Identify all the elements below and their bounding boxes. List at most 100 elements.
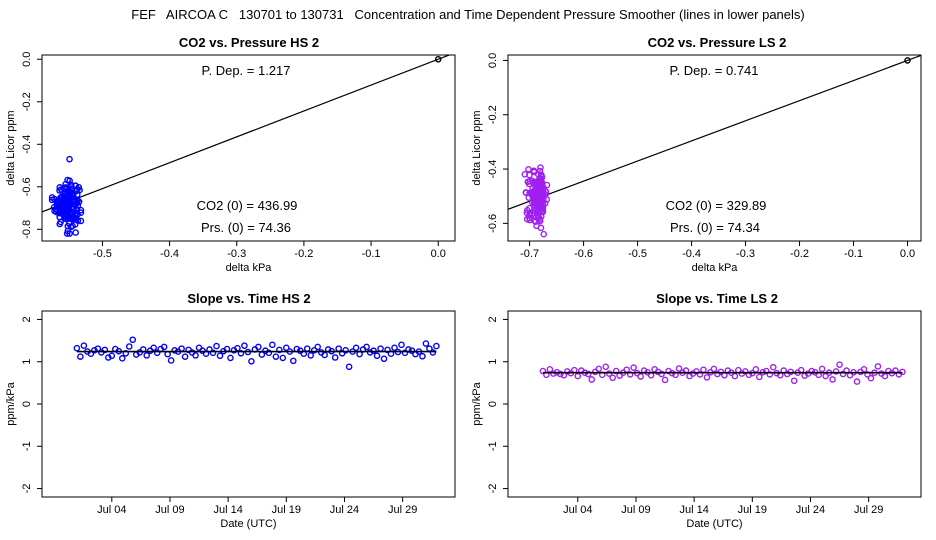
- ls_scatter-xtick-label: -0.7: [520, 248, 539, 260]
- ls_slope-point: [808, 367, 815, 375]
- ls_slope-point: [612, 367, 620, 375]
- hs_scatter-xtick-label: -0.1: [362, 248, 381, 260]
- hs_scatter-xlabel: delta kPa: [226, 262, 273, 274]
- hs_slope-point: [373, 352, 381, 360]
- hs_slope-point: [150, 344, 157, 352]
- ls_slope-point: [658, 370, 665, 378]
- hs_slope-point: [398, 341, 405, 349]
- ls_slope-point: [700, 366, 707, 374]
- hs_slope-point: [377, 345, 384, 352]
- ls_slope-xtick-label: Jul 29: [854, 504, 883, 516]
- ls_scatter-xtick-label: -0.4: [682, 248, 701, 260]
- ls_slope-point: [853, 378, 861, 385]
- ls_slope-xtick-label: Jul 19: [738, 504, 767, 516]
- hs_slope-point: [248, 358, 255, 365]
- hs-slope-panel: Slope vs. Time HS 2 Jul 04 Jul 09 Jul 14 Ju…: [5, 291, 456, 530]
- hs_slope-xtick-label: Jul 19: [272, 504, 301, 516]
- ls_slope-point: [829, 376, 836, 383]
- hs_scatter-point: [58, 194, 65, 201]
- hs_slope-point: [384, 346, 391, 354]
- ls_scatter-point: [537, 172, 545, 180]
- ls_slope-point: [899, 368, 906, 376]
- ls_scatter-origin-point: [904, 57, 911, 64]
- hs_slope-point: [181, 353, 189, 360]
- ls_slope-point: [832, 368, 840, 375]
- hs-prs-zero-label: Prs. (0) = 74.36: [201, 220, 291, 235]
- ls_scatter-xtick-label: -0.5: [628, 248, 647, 260]
- ls_scatter-xtick-label: -0.6: [574, 248, 593, 260]
- hs_slope-point: [153, 349, 161, 357]
- ls_slope-point: [637, 373, 644, 380]
- ls_scatter-ylabel: delta Licor ppm: [471, 110, 483, 185]
- ls_slope-point: [762, 367, 770, 375]
- ls_scatter-point: [530, 190, 537, 198]
- ls_scatter-point: [537, 224, 545, 232]
- ls_scatter-point: [537, 164, 544, 171]
- ls_slope-ytick-label: -2: [487, 484, 499, 494]
- hs_slope-ytick-label: -1: [21, 441, 33, 451]
- ls-slope-panel: Slope vs. Time LS 2 Jul 04 Jul 09 Jul 14 Ju…: [471, 291, 922, 530]
- hs_scatter-point: [69, 192, 76, 199]
- hs_slope-point: [289, 357, 297, 365]
- hs_slope-point: [91, 347, 98, 354]
- hs_scatter-ytick-label: -0.6: [21, 177, 33, 196]
- hs_scatter-point: [62, 180, 69, 188]
- hs_slope-xtick-label: Jul 04: [97, 504, 126, 516]
- hs_slope-point: [255, 343, 262, 351]
- hs_slope-point: [160, 343, 168, 351]
- hs_slope-point: [272, 353, 280, 360]
- hs_scatter-xtick-label: -0.2: [294, 248, 313, 260]
- ls_slope-point: [755, 373, 763, 381]
- hs_slope-point: [419, 352, 426, 360]
- ls_slope-xtick-label: Jul 14: [679, 504, 708, 516]
- hs_scatter-origin-point: [434, 55, 442, 63]
- hs_scatter-point: [64, 227, 72, 235]
- hs_slope-xlabel: Date (UTC): [220, 518, 276, 530]
- ls_slope-point: [539, 367, 547, 375]
- hs_scatter-point: [63, 206, 70, 213]
- ls_scatter-point: [525, 165, 532, 173]
- hs_slope-point: [209, 349, 217, 357]
- ls_slope-point: [766, 371, 774, 378]
- hs_slope-ytick-label: 1: [21, 359, 33, 365]
- ls_scatter-point: [525, 180, 533, 188]
- hs_slope-point: [345, 363, 353, 371]
- ls_slope-point: [661, 376, 669, 384]
- ls_scatter-xtick-label: -0.2: [790, 248, 809, 260]
- ls_slope-point: [574, 372, 582, 380]
- hs_slope-point: [401, 349, 409, 357]
- hs_slope-ytick-label: 2: [21, 316, 33, 322]
- hs_slope-ytick-label: 0: [21, 401, 33, 407]
- figure-title: FEF AIRCOA C 130701 to 130731 Concentrat…: [131, 7, 805, 22]
- hs_slope-point: [105, 354, 112, 361]
- ls_slope-point: [742, 368, 749, 375]
- hs_scatter-fit-line: [42, 55, 451, 213]
- ls_scatter-ytick-label: 0.0: [487, 53, 499, 68]
- ls_slope-point: [605, 370, 613, 377]
- ls_scatter-xlabel: delta kPa: [692, 262, 739, 274]
- ls_slope-point: [769, 363, 777, 371]
- hs_slope-point: [314, 343, 322, 351]
- ls_scatter-point: [534, 183, 542, 190]
- ls_slope-point: [630, 364, 637, 371]
- ls_slope-ytick-label: 2: [487, 316, 499, 322]
- ls_slope-point: [550, 370, 557, 377]
- hs_scatter-point: [77, 209, 85, 216]
- ls_slope-point: [696, 371, 704, 378]
- hs_scatter-point: [66, 155, 73, 163]
- hs_slope-point: [303, 345, 311, 352]
- hs_scatter-plot-frame: [41, 54, 456, 242]
- ls_slope-point: [864, 371, 871, 378]
- hs_slope-point: [171, 347, 178, 354]
- hs_slope-point: [422, 340, 430, 347]
- ls_slope-point: [867, 374, 875, 382]
- ls_scatter-point: [534, 214, 542, 222]
- hs_slope-point: [391, 344, 398, 352]
- ls-scatter-title: CO2 vs. Pressure LS 2: [648, 35, 787, 50]
- hs_scatter-ylabel: delta Licor ppm: [5, 110, 17, 185]
- ls_slope-point: [710, 365, 718, 373]
- ls_scatter-point: [521, 171, 529, 178]
- hs_slope-point: [352, 344, 360, 352]
- ls_scatter-ytick-label: -0.2: [487, 105, 499, 124]
